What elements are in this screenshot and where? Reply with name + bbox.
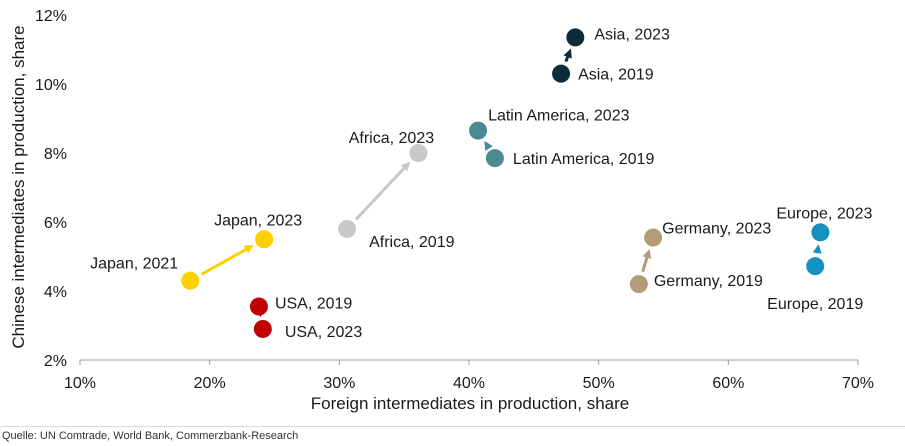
x-tick-label: 30% [323,375,355,392]
x-tick-label: 20% [194,375,226,392]
y-tick-label: 4% [44,284,67,301]
point-label: Africa, 2023 [349,130,434,147]
y-tick-label: 2% [44,353,67,370]
scatter-chart: 2% 4% 6% 8% 10% 12% 10% 20% 30% 40% 50% 60% 70% For… [9,8,874,413]
point-label: Latin America, 2019 [513,151,655,168]
point-label: Africa, 2019 [369,234,454,251]
point-label: Asia, 2019 [578,67,654,84]
point-labels: Japan, 2021 Japan, 2023 USA, 2019 USA, 2023… [90,26,872,341]
x-axis-ticks: 10% 20% 30% 40% 50% 60% 70% [64,360,874,392]
data-point [253,319,272,338]
data-point [255,230,274,249]
data-point [409,144,428,162]
data-point [806,257,825,276]
change-arrow-head [563,48,572,59]
data-point [249,297,268,316]
data-point [644,228,663,247]
data-point [338,219,357,238]
y-axis-ticks: 2% 4% 6% 8% 10% 12% [35,8,67,370]
x-tick-label: 40% [453,375,485,392]
change-arrow-head [400,161,411,172]
point-label: Europe, 2023 [776,205,872,222]
y-tick-label: 12% [35,8,67,25]
point-label: Europe, 2019 [767,296,863,313]
data-point [181,271,200,290]
point-label: USA, 2019 [275,296,352,313]
x-axis-title: Foreign intermediates in production, sha… [311,394,629,413]
y-axis-title: Chinese intermediates in production, sha… [9,25,28,348]
data-points [181,28,830,338]
data-point [566,28,585,47]
point-label: Japan, 2021 [90,256,178,273]
data-point [552,64,571,83]
y-tick-label: 6% [44,215,67,232]
change-arrow-line [564,56,570,63]
source-divider [0,426,905,427]
x-tick-label: 70% [842,375,874,392]
change-arrow-head [812,244,822,254]
point-label: Japan, 2023 [214,212,302,229]
point-label: Latin America, 2023 [488,108,630,125]
change-arrow-head [642,248,652,259]
change-arrow-line [641,257,649,273]
source-note: Quelle: UN Comtrade, World Bank, Commerz… [2,430,299,442]
data-point [485,149,504,168]
point-label: Germany, 2019 [654,273,763,290]
y-tick-label: 8% [44,146,67,163]
point-label: Germany, 2023 [662,221,771,238]
change-arrow-line [200,248,247,276]
x-tick-label: 60% [712,375,744,392]
x-tick-label: 50% [583,375,615,392]
change-arrow-head [243,245,254,254]
data-point [811,223,830,242]
data-point [469,121,488,140]
data-point [629,275,648,294]
change-arrow-head [484,140,493,151]
point-label: USA, 2023 [285,324,362,341]
change-arrow-line [354,167,406,221]
point-label: Asia, 2023 [594,26,670,43]
y-tick-label: 10% [35,77,67,94]
x-tick-label: 10% [64,375,96,392]
